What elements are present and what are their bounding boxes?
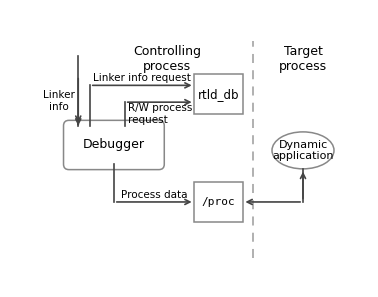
Text: Debugger: Debugger bbox=[83, 138, 145, 151]
FancyBboxPatch shape bbox=[64, 120, 164, 170]
Ellipse shape bbox=[272, 132, 334, 169]
Text: Linker
info: Linker info bbox=[43, 90, 75, 111]
Bar bbox=[195, 74, 243, 114]
Bar bbox=[195, 182, 243, 222]
Text: Target
process: Target process bbox=[279, 45, 327, 73]
Text: Dynamic
application: Dynamic application bbox=[272, 140, 334, 161]
Text: rtld_db: rtld_db bbox=[198, 88, 239, 101]
Text: /proc: /proc bbox=[201, 197, 235, 207]
Text: R/W process
request: R/W process request bbox=[128, 103, 192, 125]
Text: Process data: Process data bbox=[121, 190, 187, 200]
Text: Controlling
process: Controlling process bbox=[133, 45, 201, 73]
Text: Linker info request: Linker info request bbox=[93, 73, 191, 83]
